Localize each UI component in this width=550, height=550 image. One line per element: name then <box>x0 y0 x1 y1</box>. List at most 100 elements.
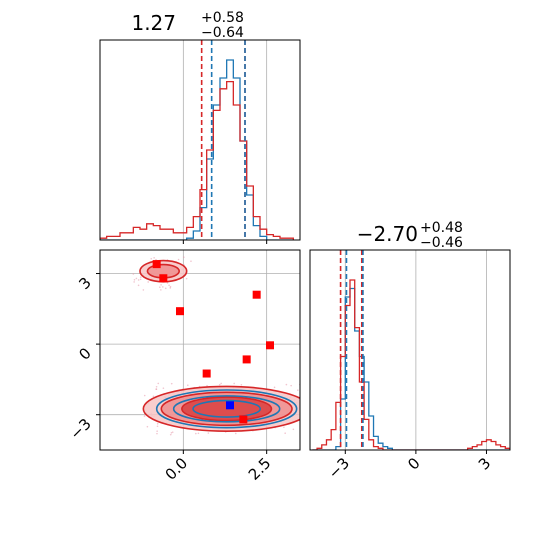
sample-point <box>218 383 221 386</box>
sample-point <box>142 289 145 291</box>
sample-point <box>169 285 172 288</box>
sample-point <box>290 384 292 387</box>
sample-point <box>155 258 157 261</box>
sample-point <box>292 428 295 431</box>
sample-point <box>195 432 197 435</box>
sample-point <box>283 426 285 428</box>
sample-point <box>135 277 138 280</box>
tick-label-x-1: 2.5 <box>245 454 275 484</box>
marker-square-red <box>202 369 211 378</box>
sample-point <box>156 432 158 435</box>
joint-panel <box>96 249 307 454</box>
sample-point <box>186 384 189 386</box>
sample-point <box>139 276 142 278</box>
sample-point <box>297 389 299 391</box>
sample-point <box>177 258 180 261</box>
sample-point <box>169 287 172 289</box>
marker-square-red <box>159 274 168 283</box>
sample-point <box>155 385 158 388</box>
hist-param1-series-a <box>100 80 294 240</box>
sample-point <box>157 382 160 385</box>
sample-point <box>240 383 243 386</box>
hist-param2-series-b <box>312 287 510 450</box>
title-param1: 1.27 <box>131 11 176 35</box>
tick-label-r-0: −3 <box>325 454 353 482</box>
sample-point <box>156 430 158 432</box>
sample-point <box>285 383 288 386</box>
marker-square-blue <box>226 401 234 410</box>
sample-point <box>143 415 146 417</box>
sample-point <box>160 289 162 291</box>
sample-point <box>197 432 200 435</box>
contour-level-b <box>192 399 262 418</box>
marker-square-red <box>266 341 274 350</box>
marker-square-red <box>152 260 161 269</box>
sample-point <box>302 417 304 419</box>
sample-point <box>169 433 172 436</box>
sample-point <box>233 382 235 385</box>
sample-point <box>147 281 150 283</box>
contour-level-b <box>172 395 281 423</box>
sample-point <box>273 386 276 389</box>
tick-label-r-2: 3 <box>475 454 494 473</box>
tick-label-y-1: 0 <box>75 344 94 363</box>
sample-point <box>234 432 237 435</box>
sample-point <box>171 431 174 433</box>
sample-point <box>146 425 149 428</box>
hist-param2-panel <box>309 249 511 454</box>
sample-point <box>156 425 159 428</box>
sample-point <box>155 388 157 390</box>
axes-frame <box>99 249 301 451</box>
sample-point <box>160 284 162 286</box>
tick-label-r-1: 0 <box>404 454 423 473</box>
contour-level-b <box>155 389 298 429</box>
hist-param1-panel <box>99 39 301 244</box>
title-param2: −2.70 <box>357 222 418 246</box>
sample-point <box>303 402 305 404</box>
sample-point <box>190 260 192 262</box>
sample-point <box>153 257 155 259</box>
sample-point <box>166 282 169 284</box>
title-param1-minus: −0.64 <box>201 25 244 41</box>
hist-param1-series-b <box>100 59 294 240</box>
sample-point <box>162 286 164 288</box>
sample-point <box>170 431 173 434</box>
marker-square-red <box>239 415 248 424</box>
tick-label-y-0: −3 <box>66 415 94 443</box>
sample-point <box>284 432 286 435</box>
marker-square-red <box>252 290 261 299</box>
sample-point <box>302 424 304 426</box>
sample-point <box>156 423 159 425</box>
sample-point <box>206 384 208 387</box>
marker-square-red <box>242 355 251 364</box>
sample-point <box>133 281 135 283</box>
sample-point <box>137 284 140 287</box>
hist-param1-series-group <box>100 59 294 240</box>
sample-point <box>183 256 185 259</box>
title-param2-plus: +0.48 <box>420 220 463 236</box>
sample-point <box>170 382 173 385</box>
title-param2-minus: −0.46 <box>420 235 463 251</box>
sample-point <box>302 407 304 409</box>
hist-param2-series-group <box>312 279 510 450</box>
sample-point <box>133 278 136 281</box>
sample-point <box>143 394 146 397</box>
sample-point <box>150 257 153 260</box>
axes-frame <box>99 39 301 241</box>
tick-label-y-2: 3 <box>75 274 94 293</box>
sample-point <box>152 395 155 398</box>
sample-point <box>164 287 167 290</box>
sample-point <box>185 277 188 280</box>
title-param1-plus: +0.58 <box>201 10 244 26</box>
sample-point <box>207 432 210 434</box>
hist-param2-series-a <box>312 279 510 450</box>
axes-frame <box>309 249 511 451</box>
sample-point <box>137 279 140 281</box>
sample-point <box>132 273 135 275</box>
sample-point <box>139 278 142 281</box>
sample-point <box>159 286 161 288</box>
marker-square-red <box>176 307 184 316</box>
sample-point <box>220 382 222 385</box>
tick-label-x-0: 0.0 <box>162 454 192 484</box>
sample-point <box>305 405 307 407</box>
